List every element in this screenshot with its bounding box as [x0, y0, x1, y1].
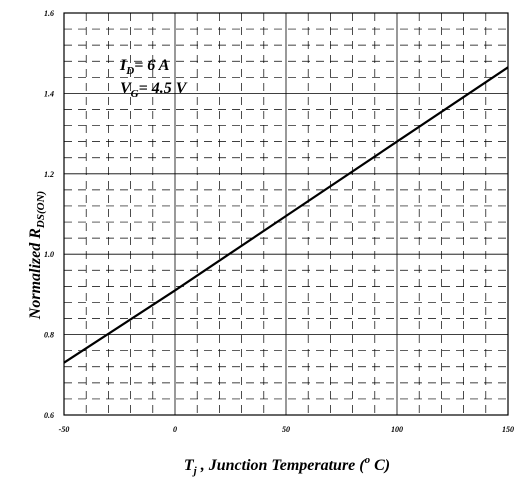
x-axis-label-rest: , Junction Temperature (: [197, 457, 367, 474]
x-tick-label: 100: [391, 425, 403, 434]
x-axis-label-sub: j: [192, 465, 198, 477]
y-tick-label: 1.0: [44, 250, 54, 259]
annotation-voltage: VG= 4.5 V: [120, 80, 188, 100]
svg-text:VG= 4.5 V: VG= 4.5 V: [120, 80, 188, 100]
y-axis-label-main: Normalized R: [27, 228, 44, 320]
x-axis-label: Tj , Junction Temperature (o C): [184, 454, 390, 477]
y-tick-label: 0.8: [44, 331, 54, 340]
tick-labels: -50 0 50 100 150 0.6 0.8 1.0 1.2 1.4 1.6: [44, 9, 514, 434]
x-axis-label-end: C): [370, 457, 390, 474]
y-axis-label-sub: DS(ON): [35, 191, 47, 229]
x-tick-label: -50: [59, 425, 70, 434]
annotation-current-value: = 6 A: [134, 57, 170, 74]
x-tick-label: 150: [502, 425, 514, 434]
x-tick-label: 0: [173, 425, 177, 434]
x-axis-label-sup: o: [365, 454, 371, 466]
major-grid: [64, 13, 508, 415]
series-line-0: [63, 66, 509, 364]
y-axis-label: Normalized RDS(ON): [27, 191, 47, 320]
annotation-current-symbol: I: [119, 57, 127, 74]
svg-text:ID= 6 A: ID= 6 A: [119, 57, 170, 77]
y-tick-label: 1.6: [44, 9, 54, 18]
annotation-voltage-symbol: V: [120, 80, 132, 97]
y-tick-label: 1.4: [44, 89, 54, 98]
annotation-voltage-subscript: G: [131, 88, 139, 100]
plot-frame: [63, 12, 509, 416]
x-tick-label: 50: [282, 425, 290, 434]
minor-grid: [64, 13, 508, 415]
y-tick-label: 1.2: [44, 170, 54, 179]
annotation-voltage-value: = 4.5 V: [139, 80, 188, 97]
x-axis-label-main: T: [184, 457, 195, 474]
annotation-current: ID= 6 A: [119, 57, 170, 77]
annotation-current-subscript: D: [125, 65, 134, 77]
y-tick-label: 0.6: [44, 411, 54, 420]
series-layer: [63, 66, 509, 364]
